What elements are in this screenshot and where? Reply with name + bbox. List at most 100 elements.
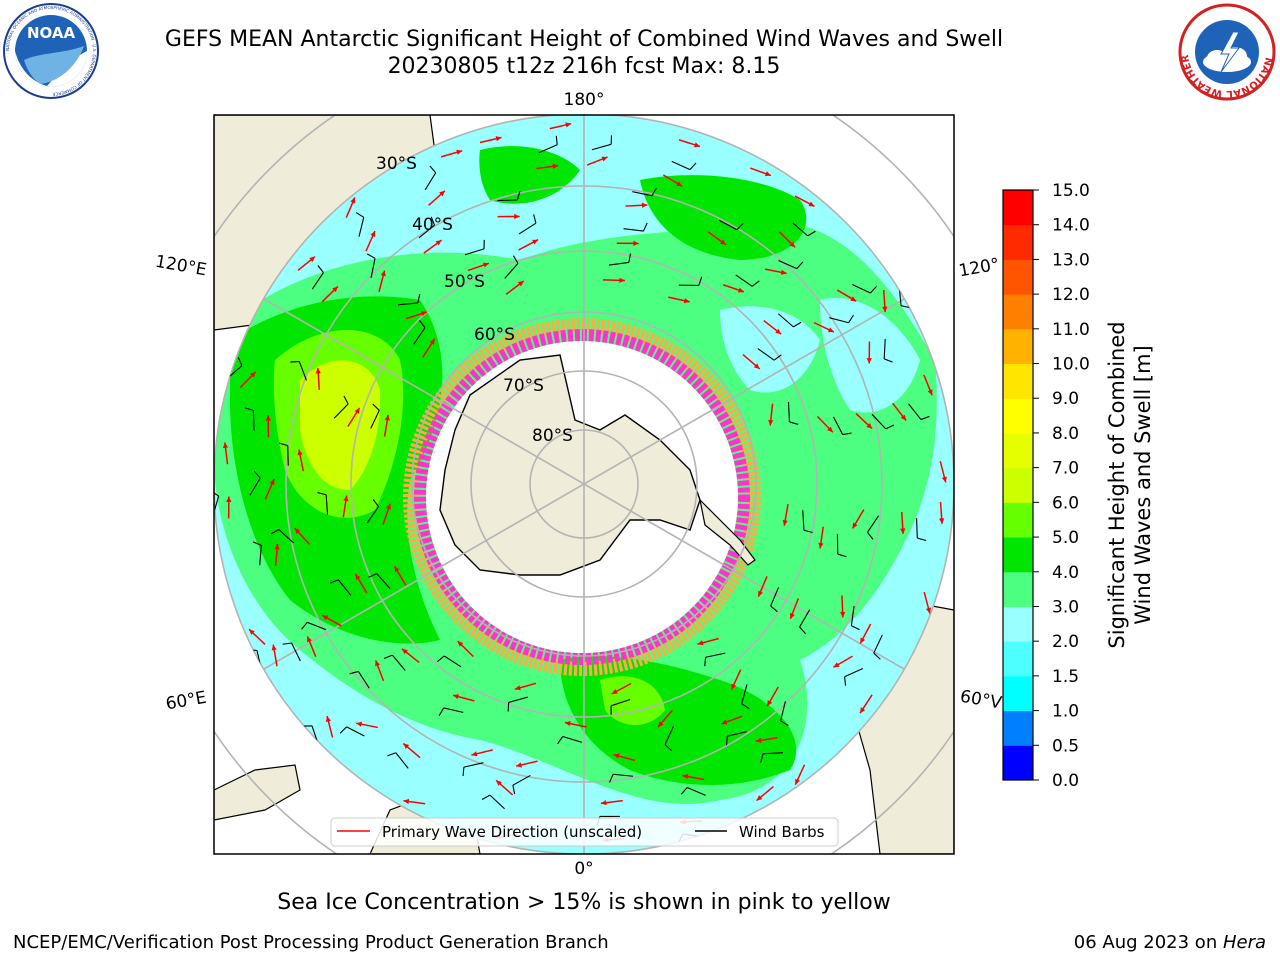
wind-barb-feather bbox=[848, 314, 854, 324]
wind-barb-feather bbox=[383, 654, 393, 659]
wind-barb-shaft bbox=[463, 762, 484, 768]
wind-barb-shaft bbox=[464, 248, 485, 256]
colorbar-segment bbox=[1003, 224, 1033, 260]
wave-arrow-head bbox=[737, 287, 744, 293]
colorbar-tick-label: 9.0 bbox=[1052, 389, 1079, 409]
lat-label-70s: 70°S bbox=[503, 376, 544, 396]
footer-machine: Hera bbox=[1222, 932, 1266, 953]
wind-barb-shaft bbox=[613, 773, 634, 777]
wave-arrow-head bbox=[866, 358, 872, 364]
wave-arrow-head bbox=[850, 296, 857, 302]
wave-arrow-head bbox=[356, 721, 363, 727]
wind-barb-shaft bbox=[741, 684, 748, 704]
colorbar-segment bbox=[1003, 398, 1033, 434]
wave-arrow-head bbox=[482, 262, 489, 268]
colorbar-tick-label: 7.0 bbox=[1052, 459, 1079, 479]
wind-barb-feather bbox=[555, 135, 558, 145]
wave-arrow-head bbox=[795, 778, 800, 785]
wind-barb-shaft bbox=[259, 545, 262, 566]
wind-barb-feather bbox=[301, 621, 308, 630]
wave-arrow-head bbox=[613, 753, 620, 759]
wave-arrow-head bbox=[274, 543, 280, 550]
wave-arrow-head bbox=[860, 637, 866, 644]
wind-barb-feather bbox=[512, 255, 519, 264]
wind-barb-shaft bbox=[397, 302, 418, 306]
wind-barb-feather bbox=[741, 703, 750, 710]
wind-barb-shaft bbox=[705, 652, 726, 658]
colorbar-segment bbox=[1003, 432, 1033, 469]
wind-barb-shaft bbox=[392, 654, 406, 671]
wind-barb-shaft bbox=[591, 143, 612, 151]
sea-ice-caption: Sea Ice Concentration > 15% is shown in … bbox=[277, 890, 891, 915]
wind-barb-feather bbox=[698, 276, 703, 286]
colorbar-tick-label: 1.0 bbox=[1052, 702, 1079, 722]
wind-barb-feather bbox=[837, 553, 847, 558]
wind-barb-feather bbox=[957, 527, 966, 529]
wave-arrow-head bbox=[758, 590, 763, 597]
wave-arrow-head bbox=[641, 202, 648, 208]
colorbar-tick-label: 14.0 bbox=[1052, 216, 1090, 236]
wave-arrow-head bbox=[753, 363, 760, 369]
colorbar-tick-label: 3.0 bbox=[1052, 597, 1079, 617]
lat-label-60s: 60°S bbox=[474, 325, 515, 345]
colorbar-segment bbox=[1003, 571, 1033, 607]
wind-barb-shaft bbox=[214, 495, 220, 516]
wind-barb-feather bbox=[780, 720, 789, 726]
colorbar-segment bbox=[1003, 641, 1033, 677]
wind-barb-feather bbox=[430, 216, 436, 226]
wind-barb-shaft bbox=[325, 494, 329, 515]
wind-barb-feather bbox=[751, 280, 760, 287]
wave-arrow-head bbox=[721, 719, 728, 725]
wave-arrow-head bbox=[403, 743, 410, 749]
wind-barb-feather bbox=[885, 424, 895, 430]
wind-barb-feather bbox=[237, 357, 243, 366]
wind-barb-feather bbox=[642, 222, 648, 232]
wave-arrow-head bbox=[658, 721, 664, 728]
wind-barb-feather bbox=[512, 785, 516, 795]
wave-arrow-head bbox=[939, 518, 945, 524]
wave-arrow-head bbox=[767, 700, 773, 707]
wind-barb-shaft bbox=[916, 518, 918, 539]
wave-arrow-head bbox=[322, 615, 329, 621]
colorbar-tick-label: 13.0 bbox=[1052, 250, 1090, 270]
wave-arrow-head bbox=[564, 721, 571, 727]
wind-barb-feather bbox=[244, 407, 254, 411]
wave-arrow-head bbox=[354, 407, 360, 414]
wave-arrow-head bbox=[789, 241, 796, 248]
wind-barb-feather bbox=[873, 652, 881, 660]
wind-barb-feather bbox=[438, 707, 445, 716]
wind-barb-shaft bbox=[504, 263, 519, 279]
wind-barb-shaft bbox=[850, 605, 855, 626]
colorbar-segment bbox=[1003, 675, 1033, 712]
wave-arrow-head bbox=[600, 800, 607, 806]
wave-arrow-head bbox=[866, 423, 873, 429]
wind-barb-feather bbox=[270, 528, 280, 535]
wave-arrow-head bbox=[226, 496, 232, 502]
map-legend: Primary Wave Direction (unscaled) Wind B… bbox=[330, 817, 839, 847]
wave-arrow-head bbox=[384, 414, 390, 421]
lon-label-180: 180° bbox=[564, 90, 605, 110]
wave-arrow-head bbox=[818, 542, 824, 549]
wind-barb-feather bbox=[704, 657, 707, 667]
wind-barb-shaft bbox=[346, 726, 365, 737]
wind-barb-feather bbox=[917, 537, 927, 542]
colorbar-segment bbox=[1003, 328, 1033, 365]
wind-barb-feather bbox=[372, 499, 380, 507]
wind-barb-shaft bbox=[278, 529, 294, 544]
wave-arrow-head bbox=[343, 495, 349, 502]
wave-arrow-head bbox=[309, 256, 316, 263]
colorbar-segment bbox=[1003, 502, 1033, 538]
legend-wave-label: Primary Wave Direction (unscaled) bbox=[382, 823, 642, 841]
wind-barb-feather bbox=[372, 403, 380, 411]
wind-barb-shaft bbox=[735, 274, 753, 287]
wind-barb-shaft bbox=[792, 222, 809, 237]
wind-barb-feather bbox=[793, 321, 802, 328]
wind-barb-feather bbox=[253, 470, 261, 479]
colorbar-tick-label: 0.0 bbox=[1052, 771, 1079, 791]
wind-barb-shaft bbox=[252, 410, 255, 431]
wind-barb-feather bbox=[366, 253, 376, 259]
colorbar-tick-label: 2.0 bbox=[1052, 632, 1079, 652]
colorbar-segment bbox=[1003, 190, 1033, 226]
wave-arrow-head bbox=[380, 270, 386, 277]
wave-arrow-head bbox=[676, 181, 683, 187]
